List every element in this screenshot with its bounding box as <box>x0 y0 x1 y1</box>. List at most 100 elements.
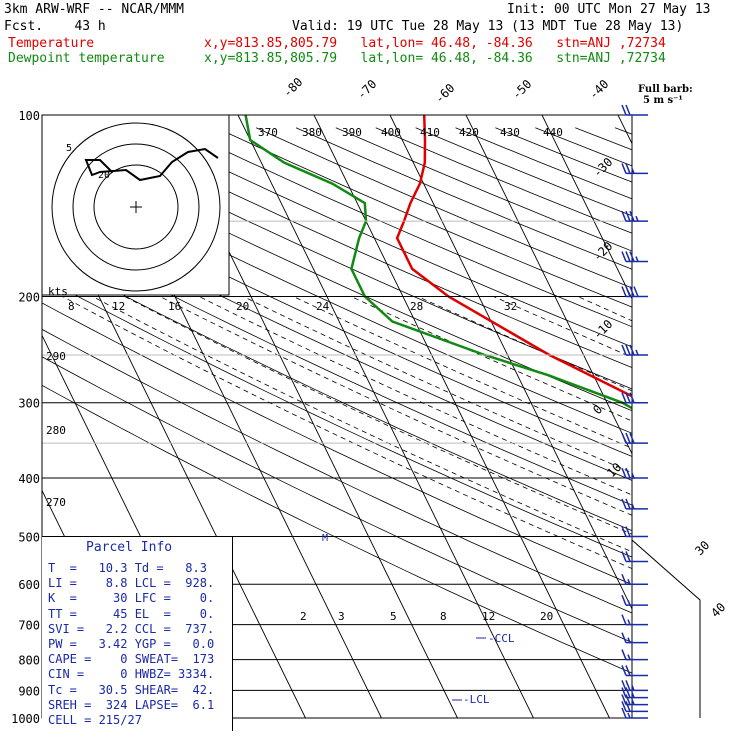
isotherm-line <box>0 115 1 718</box>
theta-label: 410 <box>420 126 440 139</box>
parcel-info-row: Tc = 30.5 SHEAR= 42. <box>48 682 215 697</box>
hodograph-trace <box>84 147 219 182</box>
parcel-info-row: TT = 45 EL = 0. <box>48 606 215 621</box>
barb-panel-edge <box>631 115 701 718</box>
dry-adiabat <box>216 127 632 308</box>
parcel-info-row: K = 30 LFC = 0. <box>48 591 215 606</box>
parcel-info-row: CIN = 0 HWBZ= 3334. <box>48 667 215 682</box>
dry-adiabat <box>176 127 632 328</box>
wind-barb <box>621 498 648 510</box>
dry-adiabat <box>42 276 632 558</box>
dry-adiabat <box>42 228 632 506</box>
pressure-label: 300 <box>18 397 40 411</box>
isotherm-label: 30 <box>692 538 712 558</box>
theta-label: 370 <box>258 126 278 139</box>
pressure-label: 800 <box>18 654 40 668</box>
dry-adiabat <box>42 183 632 457</box>
wind-barb <box>621 210 648 222</box>
hodograph-ring-label: 20 <box>98 170 110 181</box>
wind-barb <box>621 526 648 538</box>
isotherm-label: 40 <box>708 600 728 620</box>
hodograph-ring <box>93 164 179 250</box>
moist-adiabat <box>493 296 632 358</box>
mixing-ratio-label: 20 <box>540 610 553 623</box>
wind-barb <box>621 680 648 692</box>
dry-adiabat <box>42 328 632 614</box>
isotherm-line <box>617 115 632 145</box>
hodograph-ring <box>72 143 200 271</box>
hodograph-unit: kts <box>48 285 68 298</box>
theta-label: 270 <box>46 496 66 509</box>
wind-barb <box>621 573 648 585</box>
parcel-info-row: LI = 8.8 LCL = 928. <box>48 576 215 591</box>
mixing-ratio-label: 16 <box>168 300 181 313</box>
theta-label: 440 <box>543 126 563 139</box>
isotherm-label: -40 <box>586 77 611 102</box>
theta-label: 390 <box>342 126 362 139</box>
theta-label: 420 <box>459 126 479 139</box>
wind-barb <box>621 649 648 661</box>
moist-adiabat <box>577 296 632 322</box>
mixing-ratio-label: 32 <box>504 300 517 313</box>
isotherm-line <box>313 115 610 718</box>
wind-barb <box>621 344 648 356</box>
isotherm-label: -80 <box>280 75 305 100</box>
init-time: Init: 00 UTC Mon 27 May 13 <box>507 2 711 17</box>
mixing-ratio-label: 8 <box>68 300 75 313</box>
dewpoint-legend: Dewpoint temperature <box>8 51 165 66</box>
dewpoint-temperature-profile <box>244 115 632 410</box>
dry-adiabat <box>42 384 632 674</box>
mixing-ratio-label: 24 <box>316 300 330 313</box>
wind-barb <box>621 701 648 713</box>
temperature-location: x,y=813.85,805.79 lat,lon= 46.48, -84.36… <box>204 36 666 51</box>
moist-adiabat <box>159 296 632 516</box>
wind-barb <box>621 163 648 175</box>
wind-barb <box>621 614 648 626</box>
hodograph-ring-label: 5 <box>66 143 72 154</box>
wind-barb <box>621 694 648 706</box>
pressure-label: 600 <box>18 578 40 592</box>
theta-label: 380 <box>302 126 322 139</box>
pressure-label: 500 <box>18 530 40 544</box>
wind-barb <box>621 687 648 699</box>
dry-adiabat <box>42 302 632 585</box>
temperature-profile <box>395 115 632 398</box>
mixing-ratio-label: 5 <box>390 610 397 623</box>
mixing-ratio-label: 28 <box>410 300 423 313</box>
pressure-label: 100 <box>18 109 40 123</box>
wind-barb <box>621 551 648 563</box>
parcel-info-row: T = 10.3 Td = 8.3 <box>48 561 207 575</box>
theta-label: 280 <box>46 424 66 437</box>
pressure-label: 700 <box>18 619 40 633</box>
wind-barb <box>621 251 648 263</box>
valid-time: Valid: 19 UTC Tue 28 May 13 (13 MDT Tue … <box>292 19 684 34</box>
dry-adiabat <box>42 140 632 412</box>
barb-legend-line1: Full barb: <box>638 84 693 95</box>
dry-adiabat <box>42 161 632 434</box>
dry-adiabat <box>42 205 632 481</box>
dry-adiabat <box>56 127 632 390</box>
parcel-info-row: CELL = 215/27 <box>48 713 142 727</box>
isotherm-label: 10 <box>604 460 624 480</box>
dry-adiabat <box>42 252 632 532</box>
isotherm-label: -30 <box>590 155 615 180</box>
wind-barb <box>621 707 648 719</box>
dry-adiabat <box>495 127 632 183</box>
mixing-ratio-label: 12 <box>112 300 125 313</box>
temperature-legend: Temperature <box>8 36 95 51</box>
wind-barb <box>621 467 648 479</box>
pressure-label: 200 <box>18 291 40 305</box>
ccl-label: -CCL <box>488 632 515 645</box>
wind-barb <box>621 392 648 404</box>
wind-barb <box>621 286 648 298</box>
pressure-label: 400 <box>18 472 40 486</box>
pressure-label: 900 <box>18 684 40 698</box>
wind-barb <box>621 632 648 644</box>
parcel-info-row: SVI = 2.2 CCL = 737. <box>48 621 215 636</box>
mixing-ratio-label: 2 <box>300 610 307 623</box>
wind-barb <box>621 104 648 116</box>
dry-adiabat <box>295 127 632 270</box>
moist-adiabat <box>350 296 632 422</box>
wind-barb <box>621 594 648 606</box>
